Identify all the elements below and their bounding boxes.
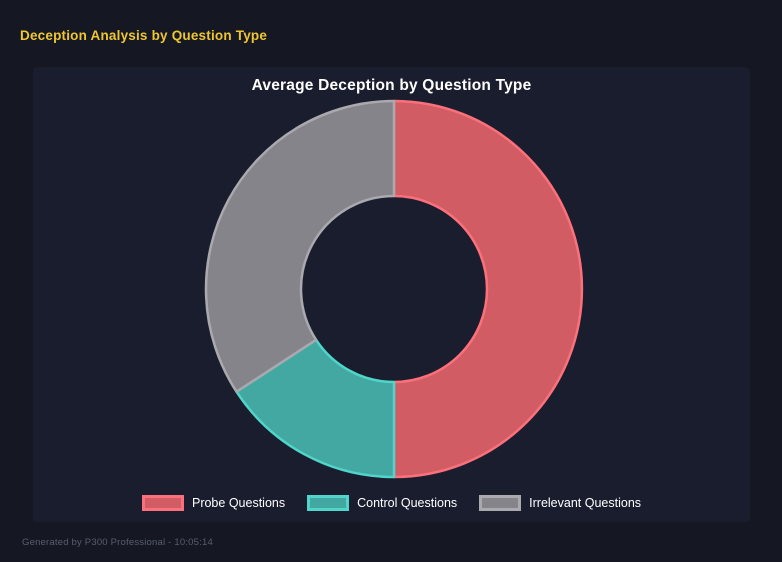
- legend-label: Control Questions: [357, 496, 458, 510]
- footer-note: Generated by P300 Professional - 10:05:1…: [22, 537, 213, 548]
- donut-segment-control-questions[interactable]: [235, 338, 396, 479]
- legend-item-probe-questions[interactable]: Probe Questions: [141, 495, 286, 511]
- chart-title: Average Deception by Question Type: [251, 77, 532, 94]
- legend-item-control-questions[interactable]: Control Questions: [307, 495, 457, 511]
- donut-chart: [204, 99, 584, 479]
- legend-label: Irrelevant Questions: [529, 496, 642, 510]
- legend-label: Probe Questions: [191, 496, 286, 510]
- donut-segment-probe-questions[interactable]: [392, 99, 584, 479]
- legend-swatch: [479, 495, 522, 511]
- chart-panel: Average Deception by Question Type Probe…: [33, 67, 750, 522]
- page-title: Deception Analysis by Question Type: [20, 28, 268, 43]
- legend: Probe Questions Control Questions Irreleva…: [33, 495, 750, 511]
- legend-swatch: [307, 495, 350, 511]
- legend-item-irrelevant-questions[interactable]: Irrelevant Questions: [479, 495, 641, 511]
- donut-segment-irrelevant-questions[interactable]: [204, 99, 396, 393]
- legend-swatch: [141, 495, 184, 511]
